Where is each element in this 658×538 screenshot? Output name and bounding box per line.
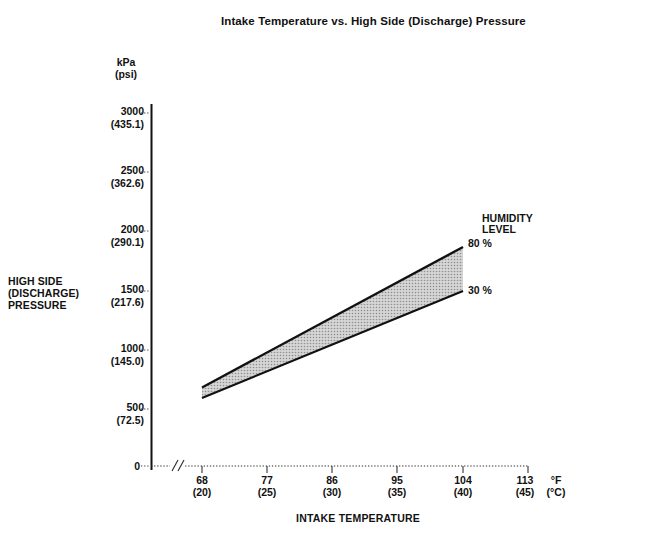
- x-tick-f: 95: [375, 474, 419, 486]
- y-axis-unit-label: kPa (psi): [106, 56, 146, 80]
- y-tick-label-2000: 2000 (290.1): [58, 223, 144, 248]
- x-tick-label-95: 95 (35): [375, 474, 419, 498]
- y-tick-label-1000: 1000 (145.0): [58, 342, 144, 367]
- humidity-line-30: [202, 291, 463, 398]
- x-tick-f: 104: [441, 474, 485, 486]
- y-axis-title-line2: (DISCHARGE): [8, 287, 79, 299]
- y-tick-label-zero: 0: [58, 460, 140, 472]
- axis-break-icon: [170, 460, 185, 472]
- x-tick-c: (30): [310, 486, 354, 498]
- y-unit-psi: (psi): [106, 68, 146, 80]
- y-tick-psi: (290.1): [58, 236, 144, 249]
- chart-title: Intake Temperature vs. High Side (Discha…: [221, 15, 526, 27]
- x-tick-label-68: 68 (20): [180, 474, 224, 498]
- y-tick-kpa: 500: [58, 401, 144, 414]
- x-tick-label-77: 77 (25): [245, 474, 289, 498]
- y-axis-title-line3: PRESSURE: [8, 299, 79, 311]
- y-tick-label-3000: 3000 (435.1): [58, 105, 144, 130]
- y-tick-kpa: 1000: [58, 342, 144, 355]
- x-tick-label-86: 86 (30): [310, 474, 354, 498]
- x-axis-title: INTAKE TEMPERATURE: [258, 512, 458, 524]
- x-unit-f: °F: [534, 474, 578, 486]
- x-tick-label-104: 104 (40): [441, 474, 485, 498]
- humidity-line-80: [202, 247, 463, 388]
- x-tick-c: (25): [245, 486, 289, 498]
- legend-title-line2: LEVEL: [482, 224, 533, 235]
- x-tick-c: (35): [375, 486, 419, 498]
- x-unit-c: (°C): [534, 486, 578, 498]
- humidity-band: [202, 247, 463, 398]
- x-tick-f: 68: [180, 474, 224, 486]
- y-tick-label-500: 500 (72.5): [58, 401, 144, 426]
- y-tick-psi: (145.0): [58, 355, 144, 368]
- chart-canvas: Intake Temperature vs. High Side (Discha…: [0, 0, 658, 538]
- x-axis-unit-label: °F (°C): [534, 474, 578, 498]
- y-tick-kpa: 3000: [58, 105, 144, 118]
- y-axis-title-line1: HIGH SIDE: [8, 275, 79, 287]
- legend-title: HUMIDITY LEVEL: [482, 213, 533, 235]
- y-axis-title: HIGH SIDE (DISCHARGE) PRESSURE: [8, 275, 79, 311]
- x-tick-c: (20): [180, 486, 224, 498]
- y-tick-psi: (72.5): [58, 414, 144, 427]
- x-axis-ticks: [202, 466, 528, 473]
- y-tick-kpa: 2500: [58, 164, 144, 177]
- y-unit-kpa: kPa: [106, 56, 146, 68]
- y-tick-kpa: 2000: [58, 223, 144, 236]
- y-tick-psi: (435.1): [58, 118, 144, 131]
- x-tick-f: 86: [310, 474, 354, 486]
- x-tick-c: (40): [441, 486, 485, 498]
- series-label-30-percent: 30 %: [468, 284, 492, 296]
- x-tick-f: 77: [245, 474, 289, 486]
- plot-area-svg: [0, 0, 658, 538]
- y-tick-label-2500: 2500 (362.6): [58, 164, 144, 189]
- y-tick-psi: (362.6): [58, 177, 144, 190]
- series-label-80-percent: 80 %: [468, 237, 492, 249]
